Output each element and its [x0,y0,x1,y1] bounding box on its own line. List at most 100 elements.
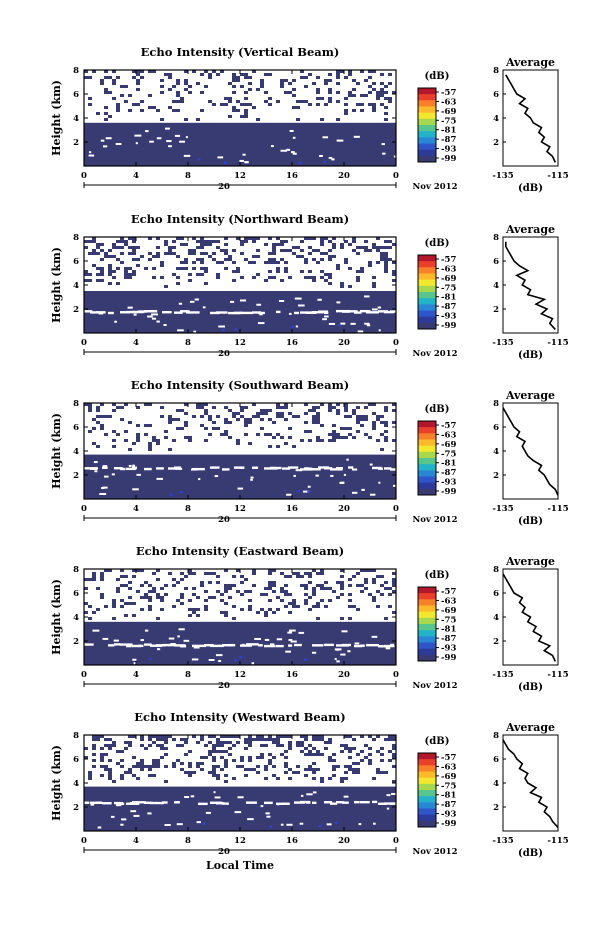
echo-cell [148,70,152,73]
gap-cell [174,644,186,647]
echo-cell [240,276,244,279]
echo-cell [336,264,340,267]
heatmap-cells [84,569,396,665]
gap-cell [149,140,154,143]
colorbar-swatch [418,470,436,477]
echo-cell [288,412,292,415]
echo-cell [328,100,332,103]
echo-cell [152,741,156,744]
gap-cell [119,801,123,804]
echo-cell [208,581,212,584]
echo-cell [148,590,152,593]
echo-cell [204,412,208,415]
gap-cell [184,796,190,799]
echo-cell [100,267,104,270]
avg-profile-line [502,739,559,828]
gap-cell [378,467,383,470]
gap-cell [286,493,292,496]
echo-cell [328,741,332,744]
echo-cell [228,753,232,756]
gap-cell [210,644,224,648]
echo-cell [156,759,160,762]
echo-cell [172,605,176,608]
echo-cell [356,418,360,421]
avg-x-tick-label: -115 [547,338,568,348]
echo-cell [216,581,220,584]
echo-cell [372,282,376,285]
echo-cell [200,258,204,261]
echo-cell [384,97,388,100]
echo-cell [140,569,144,572]
echo-cell [376,750,380,753]
gap-cell [111,473,115,476]
echo-cell [96,409,100,412]
echo-cell [152,267,156,270]
echo-cell [152,439,156,442]
gap-cell [98,312,104,315]
echo-cell [304,735,308,738]
gap-cell [242,643,245,646]
echo-cell [184,70,188,73]
echo-cell [140,608,144,611]
echo-cell [296,575,300,578]
panel-title: Echo Intensity (Northward Beam) [131,212,349,226]
echo-cell [280,82,284,85]
echo-cell [128,94,132,97]
echo-cell [304,430,308,433]
echo-cell [380,575,384,578]
echo-cell [152,436,156,439]
echo-cell [92,747,96,750]
echo-cell [100,572,104,575]
echo-cell [240,406,244,409]
echo-cell [340,593,344,596]
echo-cell [172,439,176,442]
echo-cell [340,777,344,780]
echo-cell [248,599,252,602]
echo-cell [256,118,260,121]
echo-cell [152,735,156,738]
echo-cell [320,258,324,261]
echo-cell [96,246,100,249]
colorbar-swatch [418,783,436,791]
dense-echo-layer [84,786,396,831]
colorbar-frame [417,752,437,828]
gap-cell [264,638,270,641]
echo-cell [336,267,340,270]
echo-cell [148,237,152,240]
echo-cell [256,255,260,258]
echo-cell [280,258,284,261]
echo-cell [280,79,284,82]
gap-cell [366,643,379,647]
echo-cell [160,406,164,409]
echo-cell [184,267,188,270]
echo-cell [364,406,368,409]
echo-cell [328,738,332,741]
echo-cell [296,744,300,747]
echo-cell [268,735,272,738]
gap-cell [247,818,254,821]
echo-cell [208,433,212,436]
echo-cell [372,285,376,288]
gap-cell [336,301,341,304]
echo-cell [280,243,284,246]
echo-cell [116,103,120,106]
gap-cell [156,477,164,480]
echo-cell [304,584,308,587]
echo-cell [320,753,324,756]
echo-cell [348,73,352,76]
echo-cell [92,264,96,267]
echo-cell [256,415,260,418]
gap-cell [164,823,171,826]
echo-cell [92,249,96,252]
day-label: 20 [218,515,230,525]
echo-cell [196,273,200,276]
gap-cell [99,492,107,495]
gap-cell [180,645,187,648]
gap-cell [312,644,324,647]
echo-cell [392,572,396,575]
gap-cell [110,815,115,818]
gap-cell [354,644,363,648]
echo-cell [252,572,256,575]
colorbar-tick-label: -57 [441,587,456,597]
echo-cell [88,97,92,100]
